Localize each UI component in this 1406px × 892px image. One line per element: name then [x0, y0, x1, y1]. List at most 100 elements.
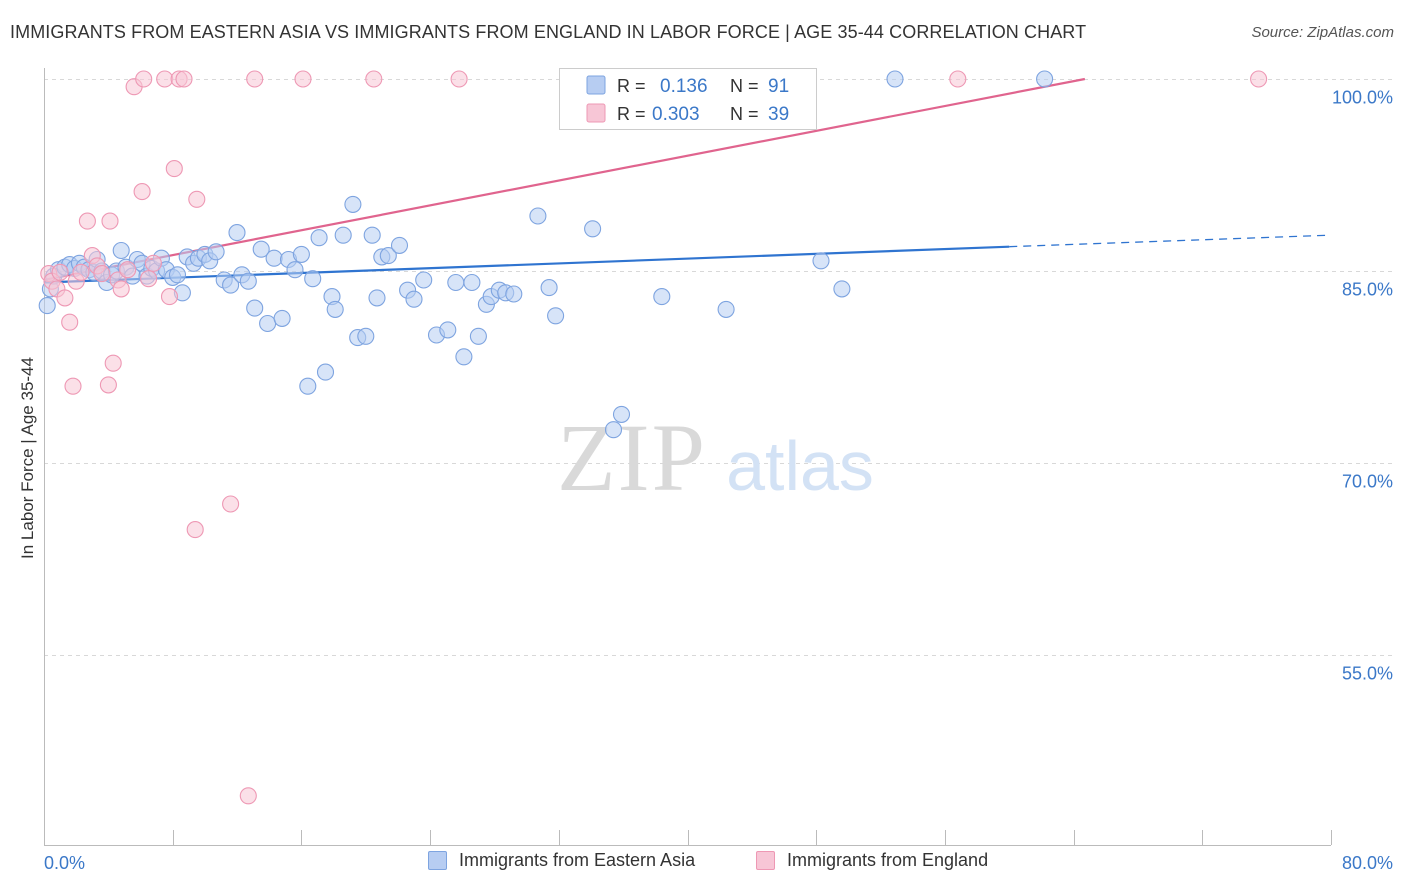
- blue-data-point: [833, 280, 851, 298]
- pink-data-point: [140, 270, 158, 288]
- pink-data-point: [72, 263, 90, 281]
- blue-trend-line-extension: [1009, 234, 1332, 248]
- gridlines: [44, 79, 1393, 656]
- blue-data-point: [228, 224, 246, 242]
- stats-legend-n-value: 39: [768, 104, 789, 125]
- blue-data-point: [390, 236, 409, 254]
- blue-data-point: [447, 273, 465, 292]
- blue-data-point: [529, 207, 547, 225]
- legend-item-eastern-asia[interactable]: Immigrants from Eastern Asia: [428, 850, 695, 871]
- blue-data-point: [168, 266, 187, 284]
- stats-legend-n-label: N =: [730, 104, 759, 124]
- blue-data-point: [207, 243, 225, 261]
- blue-data-point: [112, 241, 130, 260]
- pink-data-point: [156, 70, 174, 88]
- blue-data-point: [222, 276, 240, 294]
- blue-data-point: [265, 249, 283, 267]
- pink-data-point: [133, 183, 151, 201]
- y-tick-label: 85.0%: [1342, 280, 1393, 300]
- pink-data-point: [104, 354, 122, 372]
- blue-data-point: [252, 240, 270, 258]
- blue-data-point: [316, 363, 335, 381]
- stats-legend-r-label: R =: [617, 76, 646, 96]
- source-label: Source: ZipAtlas.com: [1251, 24, 1394, 41]
- chart-title: IMMIGRANTS FROM EASTERN ASIA VS IMMIGRAN…: [10, 22, 1087, 42]
- blue-data-point: [344, 195, 362, 213]
- blue-data-point: [292, 245, 310, 263]
- x-ticks: [173, 830, 1332, 845]
- pink-data-point: [222, 495, 240, 513]
- blue-data-point: [604, 421, 623, 439]
- stats-legend: R = 0.136 N = 91 R = 0.303 N = 39: [559, 68, 817, 130]
- legend-label-england: Immigrants from England: [787, 850, 989, 870]
- y-axis-label: In Labor Force | Age 35-44: [18, 357, 37, 559]
- pink-data-point: [239, 787, 257, 805]
- blue-data-point: [547, 307, 565, 325]
- pink-data-point: [135, 70, 153, 88]
- pink-data-point: [294, 70, 312, 88]
- pink-data-point: [160, 288, 179, 306]
- pink-data-point: [112, 280, 130, 298]
- pink-data-point: [64, 377, 82, 395]
- x-tick-label-max: 80.0%: [1342, 853, 1393, 873]
- blue-data-point: [299, 377, 317, 395]
- blue-data-point: [379, 247, 397, 265]
- legend-swatch-blue: [428, 851, 447, 870]
- y-tick-label: 100.0%: [1332, 88, 1393, 108]
- legend-item-england[interactable]: Immigrants from England: [756, 850, 988, 871]
- pink-data-point: [450, 70, 468, 88]
- stats-legend-r-label: R =: [617, 104, 646, 124]
- pink-data-point: [188, 190, 206, 208]
- blue-data-point: [812, 252, 830, 270]
- pink-data-point: [51, 263, 69, 281]
- blue-data-point: [304, 270, 322, 288]
- axes: [44, 68, 1332, 846]
- pink-data-point: [1250, 70, 1268, 88]
- stats-legend-n-label: N =: [730, 76, 759, 96]
- pink-data-point: [56, 289, 74, 307]
- blue-data-point: [463, 273, 481, 292]
- pink-data-point: [78, 212, 96, 230]
- stats-legend-r-value: 0.303: [652, 104, 700, 125]
- pink-data-point: [246, 70, 264, 88]
- stats-legend-r-value: 0.136: [660, 76, 708, 97]
- blue-data-point: [540, 279, 558, 297]
- y-tick-labels: 100.0% 85.0% 70.0% 55.0%: [1332, 88, 1393, 684]
- pink-data-point: [175, 70, 193, 88]
- watermark-zip: ZIP: [557, 404, 707, 511]
- blue-data-point: [239, 272, 257, 290]
- blue-data-point: [717, 300, 735, 318]
- blue-data-point: [259, 314, 277, 333]
- stats-legend-swatch-pink: [586, 103, 606, 123]
- blue-data-point: [469, 327, 487, 345]
- watermark: ZIP atlas: [557, 404, 874, 511]
- blue-data-point: [439, 321, 457, 339]
- blue-data-point: [886, 70, 904, 88]
- blue-data-point: [357, 327, 375, 345]
- blue-data-point: [363, 226, 381, 244]
- blue-data-point: [653, 288, 671, 306]
- stats-legend-swatch-blue: [586, 75, 606, 95]
- blue-data-point: [310, 229, 328, 247]
- legend-label-eastern-asia: Immigrants from Eastern Asia: [459, 850, 696, 870]
- stats-legend-n-value: 91: [768, 76, 789, 97]
- blue-data-point: [612, 405, 631, 423]
- blue-data-point: [584, 220, 602, 238]
- legend-swatch-pink: [756, 851, 775, 870]
- pink-data-point: [949, 70, 967, 88]
- x-tick-labels: 0.0% 80.0%: [44, 853, 1393, 873]
- blue-data-point: [505, 285, 523, 303]
- watermark-atlas: atlas: [726, 427, 874, 505]
- blue-data-point: [273, 309, 291, 327]
- pink-data-point: [186, 521, 204, 539]
- x-tick-label-min: 0.0%: [44, 853, 85, 873]
- y-tick-label: 55.0%: [1342, 664, 1393, 684]
- blue-data-point: [334, 226, 352, 244]
- pink-data-point: [144, 254, 162, 272]
- pink-data-point: [365, 70, 383, 88]
- blue-data-point: [286, 261, 304, 279]
- pink-data-point: [165, 160, 183, 178]
- blue-data-point: [1036, 70, 1054, 88]
- pink-data-point: [99, 376, 117, 394]
